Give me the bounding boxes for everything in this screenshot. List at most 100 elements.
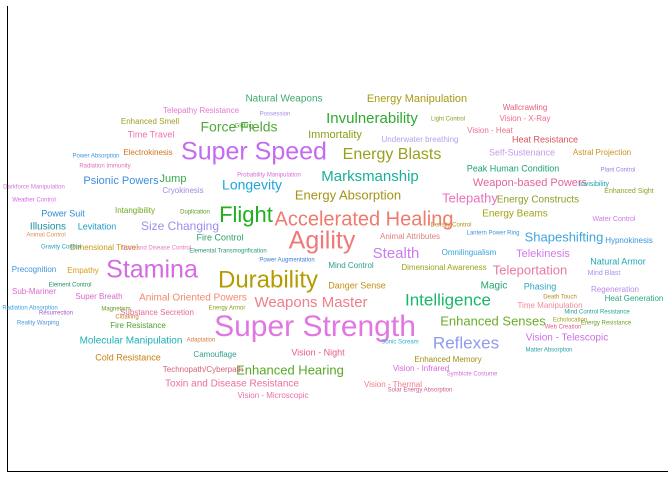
word-invulnerability: Invulnerability [326, 110, 418, 127]
word-gravity-control: Gravity Control [41, 245, 81, 251]
word-teleportation: Teleportation [493, 262, 567, 277]
word-animal-control: Animal Control [26, 233, 65, 239]
word-heat-resistance: Heat Resistance [512, 134, 578, 144]
word-sub-mariner: Sub-Mariner [12, 287, 56, 296]
word-vision-thermal: Vision - Thermal [364, 380, 422, 389]
word-magnetism: Magnetism [101, 307, 130, 313]
word-electrokinesis: Electrokinesis [123, 148, 172, 157]
word-vision-telescopic: Vision - Telescopic [526, 333, 608, 344]
word-heat-generation: Heat Generation [605, 294, 664, 303]
word-animal-oriented-powers: Animal Oriented Powers [139, 293, 247, 304]
word-fire-control: Fire Control [196, 232, 243, 242]
word-dimensional-awareness: Dimensional Awareness [401, 263, 486, 272]
word-energy-armor: Energy Armor [209, 306, 246, 312]
word-plant-control: Plant Control [601, 168, 636, 174]
word-mind-control: Mind Control [328, 261, 374, 270]
word-element-control: Element Control [48, 283, 91, 289]
word-vision-x-ray: Vision - X-Ray [500, 114, 551, 123]
word-hypnokinesis: Hypnokinesis [605, 236, 653, 245]
word-cold-resistance: Cold Resistance [95, 352, 161, 362]
word-vision-heat: Vision - Heat [467, 126, 513, 135]
word-weapons-master: Weapons Master [254, 294, 367, 311]
word-camouflage: Camouflage [193, 350, 237, 359]
word-underwater-breathing: Underwater breathing [382, 135, 459, 144]
word-power-absorption: Power Absorption [72, 154, 119, 160]
word-radiation-absorption: Radiation Absorption [2, 306, 57, 312]
word-psionic-powers: Psionic Powers [83, 175, 159, 187]
word-wallcrawling: Wallcrawling [503, 103, 548, 112]
word-power-suit: Power Suit [41, 208, 85, 218]
word-reality-warping: Reality Warping [17, 321, 59, 327]
word-energy-absorption: Energy Absorption [295, 187, 401, 202]
word-magic: Magic [481, 281, 508, 292]
words-layer: Super Strength Super Speed Stamina Agility D… [2, 93, 663, 400]
word-super-speed: Super Speed [181, 138, 327, 166]
word-light-control: Light Control [431, 117, 465, 123]
word-intangibility: Intangibility [115, 206, 155, 215]
word-empathy: Empathy [67, 266, 99, 275]
word-gliding: Gliding [235, 124, 254, 130]
word-echolocation: Echolocation [553, 318, 587, 324]
word-power-augmentation: Power Augmentation [259, 258, 314, 264]
word-dimensional-travel: Dimensional Travel [70, 243, 138, 252]
word-probability-manipulation: Probability Manipulation [237, 173, 301, 179]
word-lantern-power-ring: Lantern Power Ring [466, 231, 519, 237]
word-elemental-transmogrification: Elemental Transmogrification [189, 249, 266, 255]
word-technopath-cyberpath: Technopath/Cyberpath [163, 365, 244, 374]
word-density-control: Density Control [430, 223, 471, 229]
word-flight: Flight [219, 202, 273, 227]
word-stealth: Stealth [373, 245, 420, 262]
word-energy-constructs: Energy Constructs [497, 195, 579, 206]
word-energy-resistance: Energy Resistance [581, 321, 632, 327]
word-cloaking: Cloaking [115, 315, 138, 321]
word-duplication: Duplication [180, 210, 210, 216]
word-energy-beams: Energy Beams [482, 209, 548, 220]
word-web-creation: Web Creation [545, 325, 582, 331]
word-accelerated-healing: Accelerated Healing [275, 208, 454, 230]
word-enhanced-sight: Enhanced Sight [604, 188, 653, 195]
word-toxin-and-disease-control: Toxin and Disease Control [121, 246, 191, 252]
word-natural-weapons: Natural Weapons [245, 94, 322, 105]
word-size-changing: Size Changing [141, 219, 219, 233]
word-mind-blast: Mind Blast [588, 270, 621, 277]
word-water-control: Water Control [593, 216, 636, 223]
word-weapon-based-powers: Weapon-based Powers [473, 177, 588, 189]
word-time-travel: Time Travel [128, 129, 175, 139]
word-enhanced-memory: Enhanced Memory [414, 355, 481, 364]
word-sonic-scream: Sonic Scream [381, 340, 418, 346]
word-time-manipulation: Time Manipulation [517, 301, 582, 310]
word-enhanced-smell: Enhanced Smell [121, 117, 179, 126]
word-marksmanship: Marksmanship [321, 168, 419, 185]
word-self-sustenance: Self-Sustenance [489, 147, 555, 157]
word-astral-projection: Astral Projection [573, 148, 631, 157]
word-force-fields: Force Fields [200, 119, 277, 135]
word-death-touch: Death Touch [543, 295, 577, 301]
word-energy-manipulation: Energy Manipulation [367, 93, 467, 105]
word-resurrection: Resurrection [39, 311, 73, 317]
word-mind-control-resistance: Mind Control Resistance [564, 310, 630, 316]
word-weather-control: Weather Control [12, 198, 56, 204]
word-peak-human-condition: Peak Human Condition [467, 163, 560, 173]
word-enhanced-hearing: Enhanced Hearing [236, 362, 344, 377]
word-shapeshifting: Shapeshifting [525, 229, 604, 244]
word-immortality: Immortality [308, 129, 362, 141]
word-jump: Jump [160, 173, 187, 185]
word-fire-resistance: Fire Resistance [110, 321, 166, 330]
word-durability: Durability [218, 266, 318, 293]
word-danger-sense: Danger Sense [328, 280, 386, 290]
word-enhanced-senses: Enhanced Senses [440, 313, 546, 328]
word-solar-energy-absorption: Solar Energy Absorption [388, 388, 453, 394]
word-possession: Possession [260, 112, 291, 118]
word-agility: Agility [289, 227, 356, 255]
word-toxin-and-disease-resistance: Toxin and Disease Resistance [165, 379, 299, 390]
word-reflexes: Reflexes [433, 333, 499, 352]
word-darkforce-manipulation: Darkforce Manipulation [3, 185, 65, 191]
word-vision-microscopic: Vision - Microscopic [238, 391, 309, 400]
word-radiation-immunity: Radiation Immunity [79, 164, 130, 170]
word-natural-armor: Natural Armor [590, 256, 646, 266]
word-energy-blasts: Energy Blasts [343, 146, 442, 163]
word-symbiote-costume: Symbiote Costume [447, 372, 498, 378]
word-illusions: Illusions [30, 222, 66, 233]
